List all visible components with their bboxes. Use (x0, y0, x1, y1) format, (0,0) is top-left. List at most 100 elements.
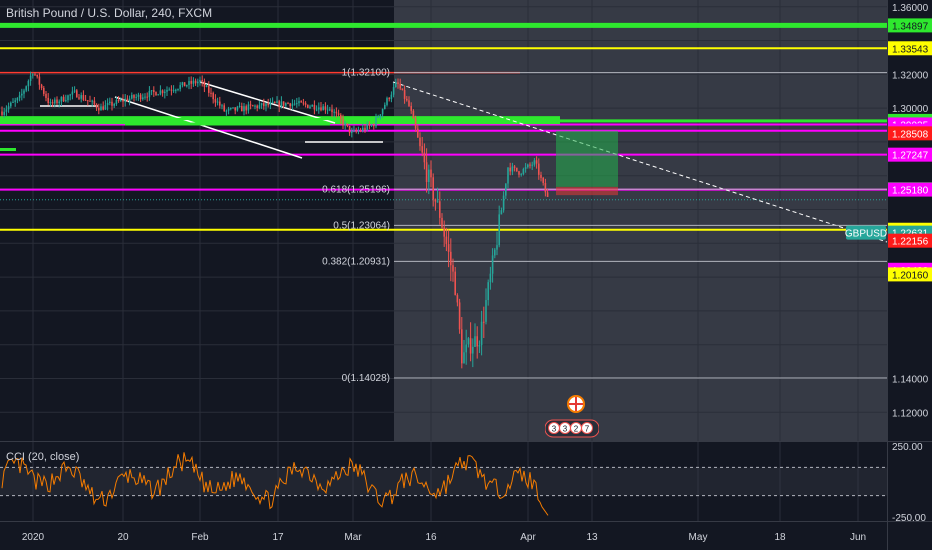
candle-body-212 (467, 338, 470, 345)
candle-body-112 (247, 104, 250, 111)
candle-body-207 (456, 295, 459, 303)
price-tag-bg-1 (888, 41, 932, 56)
candle-body-85 (188, 81, 190, 86)
candle-body-170 (375, 117, 377, 127)
candle-body-59 (131, 95, 133, 99)
candle-body-174 (384, 104, 386, 109)
candle-body-247 (544, 182, 547, 193)
price-tag-bg-13 (888, 267, 932, 282)
candle-body-100 (221, 105, 223, 107)
green-marker-left (0, 148, 16, 151)
candle-body-230 (507, 167, 509, 184)
price-tag-bg-6 (888, 147, 932, 162)
candle-body-53 (117, 99, 120, 102)
candle-body-238 (524, 167, 527, 170)
candle-body-21 (47, 97, 49, 103)
symbol-badge[interactable] (846, 225, 886, 240)
price-axis-label-5: 1.14000 (892, 374, 929, 385)
candle-body-110 (243, 106, 245, 112)
news-badge-4[interactable] (581, 422, 593, 434)
candle-body-190 (419, 137, 421, 147)
candle-body-24 (54, 99, 56, 104)
candle-body-56 (124, 98, 126, 102)
candle-body-161 (355, 130, 357, 132)
candle-body-48 (106, 102, 109, 106)
candle-body-8 (18, 95, 21, 98)
price-axis-label-6: 1.12000 (892, 408, 929, 419)
candle-body-64 (142, 97, 144, 100)
candle-body-166 (366, 124, 368, 130)
candle-body-35 (78, 97, 80, 99)
loss-zone[interactable] (556, 186, 618, 196)
candle-body-223 (491, 255, 494, 274)
candle-body-70 (155, 92, 157, 96)
candle-body-98 (216, 101, 219, 103)
candle-body-147 (324, 106, 327, 110)
candle-body-3 (7, 106, 10, 110)
candle-body-217 (478, 345, 481, 347)
profit-zone[interactable] (556, 130, 618, 187)
candle-body-92 (203, 81, 206, 87)
candle-body-200 (441, 217, 443, 228)
candle-body-126 (278, 101, 280, 107)
candle-body-42 (93, 100, 96, 105)
candle-body-140 (309, 106, 311, 108)
candle-body-79 (175, 89, 177, 91)
candle-body-78 (172, 90, 175, 92)
candle-body-104 (230, 107, 232, 109)
candle-body-178 (392, 87, 395, 95)
candle-body-74 (164, 91, 166, 94)
candle-body-97 (214, 99, 217, 103)
candle-body-44 (98, 107, 100, 111)
candle-body-145 (320, 107, 322, 111)
candle-body-121 (267, 103, 269, 106)
candle-body-218 (480, 321, 483, 346)
candle-body-246 (542, 177, 544, 183)
candle-body-51 (113, 104, 115, 106)
candle-body-210 (463, 352, 465, 364)
price-axis-label-1: 1.32000 (892, 70, 929, 81)
candle-body-139 (307, 104, 309, 108)
time-axis-label-3: 17 (272, 532, 284, 543)
candle-body-148 (326, 109, 329, 111)
candle-body-83 (183, 82, 186, 87)
candle-body-37 (82, 95, 85, 100)
candle-body-86 (190, 81, 192, 84)
candle-body-189 (417, 128, 419, 138)
candle-body-132 (291, 103, 294, 107)
candle-body-232 (511, 166, 514, 172)
cci-axis-label-0: 250.00 (892, 442, 923, 453)
candle-body-203 (447, 244, 450, 252)
candle-body-225 (496, 245, 498, 250)
candle-body-106 (234, 107, 236, 111)
time-axis-label-1: 20 (117, 532, 129, 543)
fib-label-3: 0.382(1.20931) (322, 256, 390, 267)
candle-body-177 (390, 94, 393, 100)
candle-body-84 (186, 85, 188, 87)
news-badges[interactable]: 3 3 2 7 (545, 416, 599, 440)
candle-body-243 (535, 160, 538, 164)
candle-body-81 (179, 85, 181, 89)
candle-body-109 (241, 106, 243, 112)
candle-body-151 (333, 111, 335, 113)
candle-body-61 (135, 96, 137, 98)
candle-body-241 (531, 164, 533, 166)
candle-body-90 (199, 79, 201, 82)
candle-body-122 (269, 102, 272, 106)
candle-body-143 (315, 109, 318, 111)
candle-body-105 (232, 107, 234, 109)
candle-body-169 (373, 125, 375, 127)
candle-body-213 (469, 338, 472, 354)
candle-body-156 (344, 123, 346, 126)
candle-body-158 (348, 125, 351, 133)
price-tag-bg-8 (888, 182, 932, 197)
candle-body-5 (12, 101, 14, 103)
candle-body-27 (60, 96, 63, 102)
candle-body-236 (520, 174, 522, 176)
candle-body-87 (192, 80, 195, 84)
candle-body-133 (293, 103, 296, 105)
candle-body-31 (69, 94, 71, 96)
candle-body-188 (414, 118, 417, 129)
